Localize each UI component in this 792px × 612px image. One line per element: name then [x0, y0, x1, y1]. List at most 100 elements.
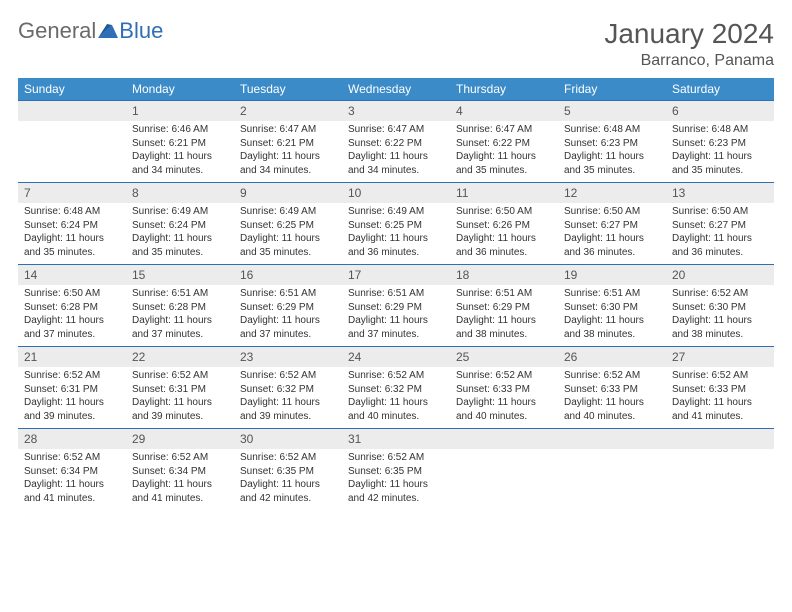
- day-line-d2: and 36 minutes.: [456, 246, 552, 260]
- day-line-ss: Sunset: 6:30 PM: [564, 301, 660, 315]
- day-line-ss: Sunset: 6:22 PM: [348, 137, 444, 151]
- day-number: 17: [342, 264, 450, 285]
- day-number-empty: [450, 428, 558, 449]
- day-line-d2: and 35 minutes.: [240, 246, 336, 260]
- calendar-day-cell: 29Sunrise: 6:52 AMSunset: 6:34 PMDayligh…: [126, 428, 234, 510]
- day-details: Sunrise: 6:52 AMSunset: 6:33 PMDaylight:…: [450, 367, 558, 427]
- calendar-day-cell: 13Sunrise: 6:50 AMSunset: 6:27 PMDayligh…: [666, 182, 774, 264]
- day-number: 25: [450, 346, 558, 367]
- calendar-day-cell: 18 Sunrise: 6:51 AMSunset: 6:29 PMDayligh…: [450, 264, 558, 346]
- day-line-d1: Daylight: 11 hours: [240, 478, 336, 492]
- day-line-sr: Sunrise: 6:48 AM: [672, 123, 768, 137]
- day-details: Sunrise: 6:48 AMSunset: 6:24 PMDaylight:…: [18, 203, 126, 263]
- calendar-day-cell: [558, 428, 666, 510]
- day-details: Sunrise: 6:49 AMSunset: 6:24 PMDaylight:…: [126, 203, 234, 263]
- day-line-sr: Sunrise: 6:52 AM: [348, 369, 444, 383]
- calendar-day-cell: 30Sunrise: 6:52 AMSunset: 6:35 PMDayligh…: [234, 428, 342, 510]
- day-line-d2: and 34 minutes.: [348, 164, 444, 178]
- day-line-sr: Sunrise: 6:50 AM: [672, 205, 768, 219]
- weekday-header: Sunday: [18, 78, 126, 100]
- day-line-sr: Sunrise: 6:52 AM: [132, 451, 228, 465]
- calendar-day-cell: 9Sunrise: 6:49 AMSunset: 6:25 PMDaylight…: [234, 182, 342, 264]
- day-line-d2: and 36 minutes.: [348, 246, 444, 260]
- weekday-header: Monday: [126, 78, 234, 100]
- day-line-sr: Sunrise: 6:51 AM: [456, 287, 552, 301]
- day-line-d2: and 40 minutes.: [564, 410, 660, 424]
- day-number: 15: [126, 264, 234, 285]
- day-line-sr: Sunrise: 6:47 AM: [348, 123, 444, 137]
- day-line-ss: Sunset: 6:29 PM: [456, 301, 552, 315]
- calendar-week-row: 14Sunrise: 6:50 AMSunset: 6:28 PMDayligh…: [18, 264, 774, 346]
- day-line-d2: and 40 minutes.: [456, 410, 552, 424]
- calendar-day-cell: 12Sunrise: 6:50 AMSunset: 6:27 PMDayligh…: [558, 182, 666, 264]
- day-line-d1: Daylight: 11 hours: [456, 314, 552, 328]
- day-details: Sunrise: 6:47 AMSunset: 6:21 PMDaylight:…: [234, 121, 342, 181]
- calendar-day-cell: [450, 428, 558, 510]
- day-text-empty: [558, 449, 666, 499]
- day-line-d1: Daylight: 11 hours: [564, 314, 660, 328]
- logo-text-blue: Blue: [119, 18, 163, 44]
- day-line-ss: Sunset: 6:27 PM: [564, 219, 660, 233]
- calendar-day-cell: 21Sunrise: 6:52 AMSunset: 6:31 PMDayligh…: [18, 346, 126, 428]
- day-line-ss: Sunset: 6:30 PM: [672, 301, 768, 315]
- day-number: 18: [450, 264, 558, 285]
- day-line-d1: Daylight: 11 hours: [132, 232, 228, 246]
- day-number: 2: [234, 100, 342, 121]
- day-details: Sunrise: 6:52 AMSunset: 6:33 PMDaylight:…: [558, 367, 666, 427]
- calendar-day-cell: 7Sunrise: 6:48 AMSunset: 6:24 PMDaylight…: [18, 182, 126, 264]
- day-line-ss: Sunset: 6:23 PM: [672, 137, 768, 151]
- header: General Blue January 2024 Barranco, Pana…: [18, 18, 774, 70]
- day-line-d1: Daylight: 11 hours: [456, 396, 552, 410]
- day-number: 4: [450, 100, 558, 121]
- day-line-d2: and 34 minutes.: [240, 164, 336, 178]
- day-line-d1: Daylight: 11 hours: [456, 232, 552, 246]
- day-text-empty: [666, 449, 774, 499]
- day-line-ss: Sunset: 6:21 PM: [240, 137, 336, 151]
- calendar-day-cell: 20Sunrise: 6:52 AMSunset: 6:30 PMDayligh…: [666, 264, 774, 346]
- month-title: January 2024: [604, 18, 774, 50]
- calendar-day-cell: 22Sunrise: 6:52 AMSunset: 6:31 PMDayligh…: [126, 346, 234, 428]
- day-number: 29: [126, 428, 234, 449]
- day-details: Sunrise: 6:52 AMSunset: 6:32 PMDaylight:…: [342, 367, 450, 427]
- day-line-ss: Sunset: 6:28 PM: [24, 301, 120, 315]
- day-line-ss: Sunset: 6:33 PM: [564, 383, 660, 397]
- day-line-sr: Sunrise: 6:49 AM: [348, 205, 444, 219]
- day-line-d2: and 41 minutes.: [24, 492, 120, 506]
- day-line-ss: Sunset: 6:29 PM: [240, 301, 336, 315]
- calendar-day-cell: 5Sunrise: 6:48 AMSunset: 6:23 PMDaylight…: [558, 100, 666, 182]
- day-line-d1: Daylight: 11 hours: [348, 150, 444, 164]
- calendar-week-row: 21Sunrise: 6:52 AMSunset: 6:31 PMDayligh…: [18, 346, 774, 428]
- triangle-icon: [98, 18, 118, 44]
- logo: General Blue: [18, 18, 163, 44]
- day-line-d1: Daylight: 11 hours: [24, 232, 120, 246]
- day-number: 30: [234, 428, 342, 449]
- day-details: Sunrise: 6:51 AMSunset: 6:28 PMDaylight:…: [126, 285, 234, 345]
- day-line-sr: Sunrise: 6:47 AM: [240, 123, 336, 137]
- day-line-sr: Sunrise: 6:48 AM: [564, 123, 660, 137]
- day-number: 27: [666, 346, 774, 367]
- day-number: 8: [126, 182, 234, 203]
- day-line-d2: and 35 minutes.: [24, 246, 120, 260]
- day-line-ss: Sunset: 6:35 PM: [240, 465, 336, 479]
- day-line-sr: Sunrise: 6:50 AM: [564, 205, 660, 219]
- day-number: 21: [18, 346, 126, 367]
- day-number: 28: [18, 428, 126, 449]
- weekday-header: Thursday: [450, 78, 558, 100]
- day-line-sr: Sunrise: 6:51 AM: [240, 287, 336, 301]
- day-line-d2: and 42 minutes.: [240, 492, 336, 506]
- day-number: 12: [558, 182, 666, 203]
- day-line-ss: Sunset: 6:21 PM: [132, 137, 228, 151]
- day-line-d1: Daylight: 11 hours: [348, 396, 444, 410]
- day-line-sr: Sunrise: 6:51 AM: [132, 287, 228, 301]
- calendar-day-cell: 1Sunrise: 6:46 AMSunset: 6:21 PMDaylight…: [126, 100, 234, 182]
- day-line-d1: Daylight: 11 hours: [672, 150, 768, 164]
- calendar-day-cell: 14Sunrise: 6:50 AMSunset: 6:28 PMDayligh…: [18, 264, 126, 346]
- day-details: Sunrise: 6:50 AMSunset: 6:27 PMDaylight:…: [558, 203, 666, 263]
- day-line-ss: Sunset: 6:23 PM: [564, 137, 660, 151]
- day-line-d2: and 36 minutes.: [672, 246, 768, 260]
- day-line-sr: Sunrise: 6:52 AM: [348, 451, 444, 465]
- day-line-d2: and 38 minutes.: [456, 328, 552, 342]
- weekday-header: Tuesday: [234, 78, 342, 100]
- day-line-ss: Sunset: 6:24 PM: [24, 219, 120, 233]
- day-line-d2: and 39 minutes.: [132, 410, 228, 424]
